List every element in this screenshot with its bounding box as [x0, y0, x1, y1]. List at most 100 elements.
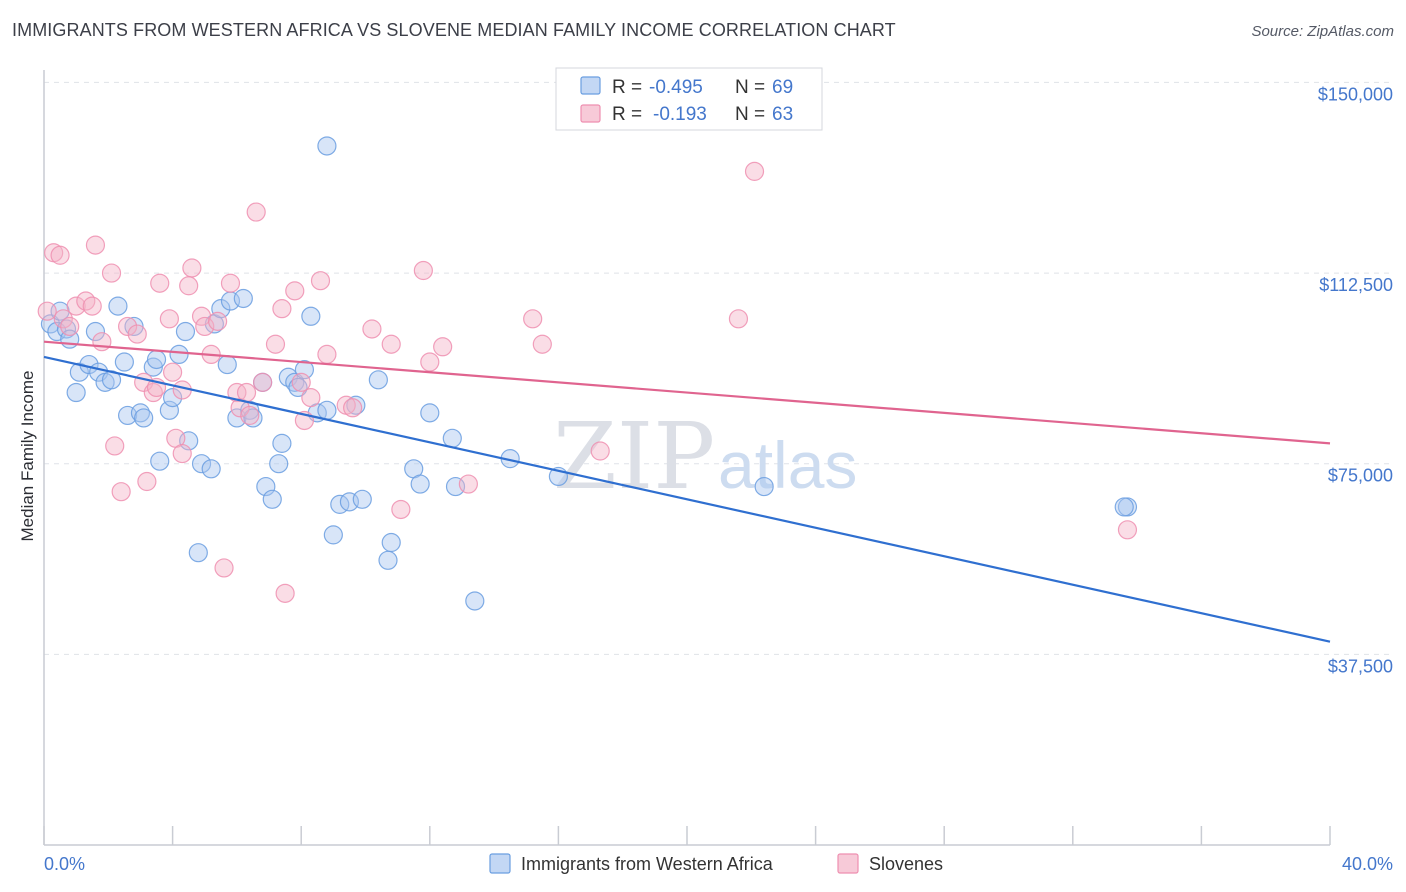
point-slovenes: [433, 337, 453, 357]
point-slovenes: [728, 309, 749, 329]
point-slovenes: [105, 436, 125, 456]
point-slovenes: [172, 443, 192, 464]
y-tick-label: $112,500: [1319, 275, 1393, 295]
point-slovenes: [137, 471, 157, 492]
point-slovenes: [523, 309, 543, 329]
point-slovenes: [163, 362, 183, 382]
point-slovenes: [317, 344, 337, 365]
point-slovenes: [150, 273, 170, 293]
point-immigrants: [159, 400, 179, 420]
point-slovenes: [214, 558, 234, 578]
point-immigrants: [211, 299, 231, 319]
stats-r-value-pink: -0.193: [653, 104, 707, 125]
point-immigrants: [175, 321, 196, 342]
x-axis-ticks: [43, 826, 1331, 845]
point-slovenes: [227, 382, 247, 403]
legend-label-immigrants: Immigrants from Western Africa: [521, 854, 774, 874]
point-immigrants: [278, 367, 298, 387]
point-slovenes: [159, 309, 179, 329]
source-credit: Source: ZipAtlas.com: [1251, 23, 1394, 40]
point-immigrants: [169, 344, 189, 365]
watermark: ZIP atlas: [553, 403, 857, 510]
point-immigrants: [243, 408, 263, 428]
point-slovenes: [82, 296, 102, 316]
stats-n-value-blue: 69: [772, 77, 793, 98]
point-immigrants: [85, 321, 106, 342]
point-slovenes: [391, 499, 411, 520]
point-immigrants: [150, 451, 170, 471]
point-immigrants: [188, 543, 208, 563]
point-immigrants: [269, 454, 289, 474]
point-slovenes: [220, 273, 241, 293]
point-immigrants: [317, 400, 337, 420]
point-slovenes: [275, 583, 295, 603]
point-slovenes: [143, 382, 163, 403]
point-slovenes: [92, 332, 112, 352]
point-slovenes: [285, 281, 305, 301]
point-immigrants: [323, 525, 343, 545]
point-slovenes: [195, 316, 215, 337]
grid-lines: [44, 81, 1394, 655]
point-slovenes: [381, 334, 401, 354]
point-slovenes: [301, 388, 321, 408]
point-immigrants: [368, 370, 388, 390]
stats-n-label-pink: N =: [735, 104, 765, 125]
point-immigrants: [201, 459, 221, 479]
point-immigrants: [346, 395, 366, 415]
point-slovenes: [291, 372, 311, 392]
y-tick-label: $37,500: [1328, 656, 1393, 676]
point-slovenes: [85, 235, 106, 255]
trend-line-immigrants: [43, 355, 1331, 643]
point-immigrants: [317, 136, 337, 156]
point-slovenes: [236, 382, 257, 403]
point-slovenes: [76, 291, 96, 311]
point-slovenes: [362, 319, 382, 339]
legend-label-slovenes: Slovenes: [869, 854, 943, 874]
watermark-atlas: atlas: [718, 428, 857, 502]
point-slovenes: [420, 352, 440, 372]
bottom-legend: Immigrants from Western Africa Slovenes: [489, 853, 943, 874]
legend-swatch-slovenes: [837, 853, 859, 874]
point-immigrants: [352, 489, 372, 509]
point-immigrants: [285, 372, 305, 392]
stats-swatch-pink: [580, 104, 601, 123]
point-immigrants: [272, 433, 292, 453]
chart-title: IMMIGRANTS FROM WESTERN AFRICA VS SLOVEN…: [12, 20, 896, 40]
point-immigrants: [465, 591, 485, 611]
x-tick-label-max: 40.0%: [1342, 854, 1393, 874]
data-points: [37, 136, 1138, 611]
point-immigrants: [262, 489, 282, 509]
x-tick-label-min: 0.0%: [44, 854, 85, 874]
point-slovenes: [532, 334, 552, 354]
point-slovenes: [60, 316, 80, 337]
stats-n-label-blue: N =: [735, 77, 765, 98]
point-slovenes: [127, 324, 147, 344]
point-immigrants: [146, 349, 167, 370]
point-slovenes: [413, 260, 433, 281]
point-slovenes: [590, 441, 610, 461]
point-immigrants: [754, 476, 774, 497]
point-immigrants: [420, 403, 440, 423]
y-tick-label: $150,000: [1318, 84, 1393, 104]
stats-legend: R = -0.495 N = 69 R = -0.193 N = 63: [555, 67, 823, 131]
point-immigrants: [191, 454, 212, 474]
point-slovenes: [50, 245, 70, 265]
point-immigrants: [134, 408, 154, 428]
point-slovenes: [37, 301, 57, 321]
y-tick-label: $75,000: [1328, 466, 1393, 486]
point-immigrants: [301, 306, 321, 326]
stats-r-label-blue: R =: [612, 77, 642, 98]
trend-lines: [43, 340, 1331, 643]
point-immigrants: [233, 288, 253, 309]
watermark-zip: ZIP: [553, 403, 715, 510]
point-slovenes: [272, 299, 292, 319]
point-immigrants: [288, 377, 308, 398]
point-immigrants: [69, 362, 89, 382]
point-immigrants: [410, 474, 430, 494]
point-slovenes: [208, 311, 228, 331]
point-immigrants: [1114, 497, 1134, 517]
point-slovenes: [179, 276, 199, 296]
point-slovenes: [53, 309, 73, 329]
point-immigrants: [163, 388, 183, 408]
